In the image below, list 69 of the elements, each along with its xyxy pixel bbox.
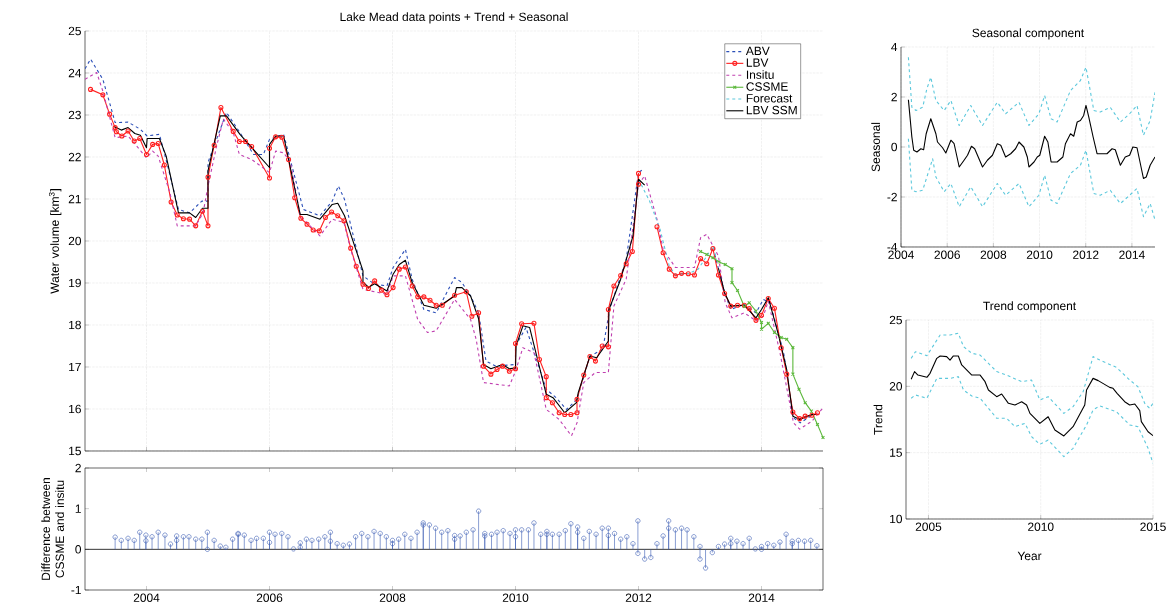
x-tick-label: 2015	[1140, 522, 1166, 531]
point	[790, 345, 795, 350]
x-tick-label: 2005	[915, 522, 942, 531]
line-series	[907, 56, 1156, 136]
y-tick-label: 25	[889, 315, 902, 325]
line-series	[907, 138, 1156, 221]
line-series	[637, 178, 718, 276]
chart-title: Lake Mead data points + Trend + Seasonal	[340, 12, 568, 24]
x-tick-label: 2006	[934, 250, 960, 259]
y-tick-label: 0	[891, 142, 898, 152]
y-tick-label: 20	[68, 236, 82, 246]
y-axis-title: Seasonal	[871, 122, 881, 172]
point	[797, 387, 801, 392]
y-tick-label: 24	[68, 68, 82, 78]
y-tick-label: 10	[890, 514, 903, 524]
y-tick-label: 20	[889, 382, 903, 391]
y-tick-label: 22	[68, 152, 81, 162]
point	[809, 409, 814, 414]
y-tick-label: 25	[68, 26, 81, 36]
y-tick-label: 0	[75, 545, 82, 554]
y-axis-title: Difference between CSSME and insitu	[41, 478, 64, 580]
point	[803, 400, 808, 405]
legend-label: ABV	[745, 46, 770, 56]
y-tick-label: -1	[71, 585, 81, 595]
y-tick-label: 2	[891, 92, 897, 102]
point	[710, 255, 715, 260]
x-tick-label: 2012	[1073, 250, 1099, 259]
point	[779, 335, 784, 340]
y-tick-label: 15	[890, 448, 902, 457]
y-tick-label: 17	[69, 362, 81, 372]
y-tick-label: 4	[891, 42, 898, 52]
y-tick-label: -2	[887, 192, 897, 202]
legend-label: Insitu	[746, 70, 774, 79]
legend-label: Forecast	[746, 94, 793, 103]
x-tick-label: 2012	[625, 593, 652, 602]
point	[730, 280, 734, 285]
y-axis-title: Water volume [km$^{3}$]	[48, 189, 62, 294]
y-tick-label: 1	[75, 504, 81, 513]
y-tick-label: 2	[75, 463, 81, 473]
x-axis-title: Year	[1017, 551, 1042, 561]
line-series	[910, 332, 1154, 414]
x-tick-label: 2014	[1119, 250, 1145, 259]
y-tick-label: 23	[68, 110, 81, 120]
y-tick-label: 18	[69, 320, 81, 330]
x-tick-label: 2010	[1028, 522, 1054, 531]
legend-label: CSSME	[746, 82, 788, 91]
line-series	[910, 355, 1154, 437]
y-axis-title: Trend	[873, 404, 883, 435]
legend-label: LBV SSM	[746, 105, 797, 115]
chart-title: Seasonal component	[972, 28, 1085, 40]
x-tick-label: 2008	[980, 250, 1007, 259]
x-tick-label: 2010	[502, 593, 529, 602]
point	[704, 252, 709, 257]
x-tick-label: 2014	[748, 593, 775, 602]
x-tick-label: 2004	[133, 593, 160, 602]
x-tick-label: 2008	[379, 593, 406, 602]
chart-title: Trend component	[983, 301, 1077, 313]
x-tick-label: 2006	[256, 593, 283, 602]
x-tick-label: 2004	[888, 250, 914, 259]
legend-label: LBV	[746, 58, 769, 67]
y-tick-label: 15	[69, 446, 81, 456]
point	[723, 262, 728, 267]
line-series	[907, 99, 1156, 180]
x-tick-label: 2010	[1026, 250, 1053, 259]
y-tick-label: 16	[69, 404, 81, 414]
y-tick-label: 21	[68, 194, 81, 204]
point	[759, 327, 764, 332]
y-tick-label: 19	[69, 278, 81, 288]
point	[730, 266, 734, 271]
